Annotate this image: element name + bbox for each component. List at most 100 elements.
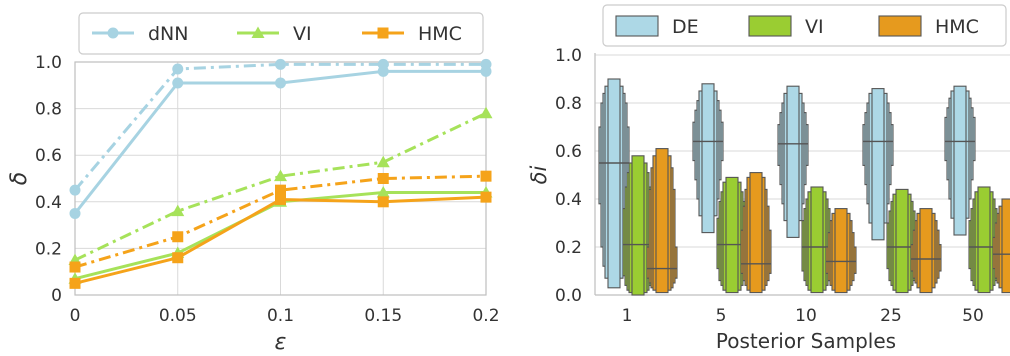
data-point xyxy=(275,58,286,70)
data-point xyxy=(275,184,286,196)
boxen xyxy=(910,208,942,294)
data-point xyxy=(69,184,81,196)
data-point xyxy=(171,204,185,217)
legend-label: VI xyxy=(293,23,312,45)
y-tick-label: 0.8 xyxy=(555,94,582,114)
boxen-chart-delta-i-vs-posterior-samples: 0.0 0.2 0.4 0.6 0.8 1.0 1 5 10 25 50 Posterior Samp… xyxy=(527,4,1010,353)
y-tick-label: 0.4 xyxy=(555,190,582,210)
y-axis-label: δi xyxy=(527,165,551,184)
boxen-level xyxy=(631,155,645,296)
legend-swatch xyxy=(878,15,922,37)
legend-entry: DE xyxy=(615,15,699,38)
x-axis-label: ε xyxy=(275,330,287,352)
boxen-level xyxy=(655,148,669,294)
boxen xyxy=(825,208,857,294)
x-tick-label: 0 xyxy=(70,306,81,326)
data-point xyxy=(377,27,389,39)
boxen xyxy=(740,172,772,294)
x-tick-label: 10 xyxy=(795,306,817,326)
data-point xyxy=(69,261,81,273)
y-tick-label: 0 xyxy=(51,286,62,306)
boxen xyxy=(992,198,1010,294)
legend-entry: dNN xyxy=(92,23,189,45)
data-point xyxy=(172,63,184,75)
boxen-level xyxy=(895,188,909,294)
legend-swatch xyxy=(615,15,659,37)
boxen xyxy=(886,188,918,294)
y-tick-label: 1.0 xyxy=(35,53,62,73)
boxen xyxy=(777,85,809,238)
boxen-level xyxy=(810,186,824,294)
legend-box xyxy=(78,12,484,55)
legend-label: HMC xyxy=(418,23,462,45)
legend-label: HMC xyxy=(935,16,979,38)
boxen-level xyxy=(701,83,715,234)
data-point xyxy=(69,207,81,219)
boxen xyxy=(801,186,833,294)
boxen xyxy=(944,85,976,236)
y-tick-label: 0.6 xyxy=(35,146,62,166)
boxen-level xyxy=(919,208,933,294)
data-point xyxy=(172,231,184,243)
data-point xyxy=(377,196,389,208)
data-point xyxy=(376,185,390,198)
y-tick-label: 0.4 xyxy=(35,193,62,213)
data-point xyxy=(377,173,389,184)
x-tick-label: 0.1 xyxy=(267,306,294,326)
series-hmc xyxy=(646,148,1010,294)
data-point xyxy=(251,26,265,38)
boxen-level xyxy=(953,85,967,236)
y-tick-label: 1.0 xyxy=(555,46,582,66)
y-tick-label: 0.6 xyxy=(555,142,582,162)
y-tick-label: 0.2 xyxy=(555,238,582,258)
boxen xyxy=(598,78,630,289)
boxen xyxy=(862,88,894,241)
series-de xyxy=(598,78,976,289)
data-point xyxy=(69,277,81,289)
x-tick-label: 5 xyxy=(716,306,727,326)
series-dnn xyxy=(69,58,492,219)
data-point xyxy=(275,193,286,205)
boxen xyxy=(622,155,654,296)
legend-entry: VI xyxy=(748,15,824,38)
legend-label: VI xyxy=(805,16,824,38)
data-point xyxy=(377,65,389,77)
data-point xyxy=(172,252,184,264)
data-point xyxy=(275,77,286,89)
series-line-dashdot xyxy=(74,111,487,262)
boxen xyxy=(716,176,748,294)
legend-entry: HMC xyxy=(878,15,979,38)
data-point xyxy=(172,77,184,89)
x-tick-label: 50 xyxy=(962,306,984,326)
data-point xyxy=(480,170,492,182)
boxen xyxy=(692,83,724,234)
y-tick-label: 0.8 xyxy=(35,100,62,120)
boxen-level xyxy=(725,176,739,294)
data-point xyxy=(274,169,287,182)
x-tick-label: 0.05 xyxy=(159,306,197,326)
legend-label: dNN xyxy=(148,23,189,45)
legend: DE VI HMC xyxy=(602,4,1007,47)
y-tick-label: 0.2 xyxy=(35,239,62,259)
series-hmc xyxy=(69,170,492,289)
y-tick-label: 0.0 xyxy=(555,286,582,306)
x-tick-label: 0.15 xyxy=(364,306,402,326)
legend-label: DE xyxy=(672,16,699,38)
boxen-level xyxy=(749,172,763,294)
series-vi xyxy=(622,155,1000,296)
legend-entry: VI xyxy=(237,23,312,45)
x-tick-label: 0.2 xyxy=(472,306,499,326)
x-tick-label: 25 xyxy=(880,306,902,326)
boxen-level xyxy=(607,78,621,289)
legend-swatch xyxy=(748,15,792,37)
boxen-level xyxy=(834,208,848,294)
boxen-level xyxy=(871,88,885,241)
legend: dNN VI HMC xyxy=(78,12,484,55)
boxen-level xyxy=(1001,198,1010,294)
data-point xyxy=(107,27,119,39)
data-point xyxy=(479,106,493,119)
boxen-level xyxy=(977,186,991,294)
data-point xyxy=(480,65,492,77)
